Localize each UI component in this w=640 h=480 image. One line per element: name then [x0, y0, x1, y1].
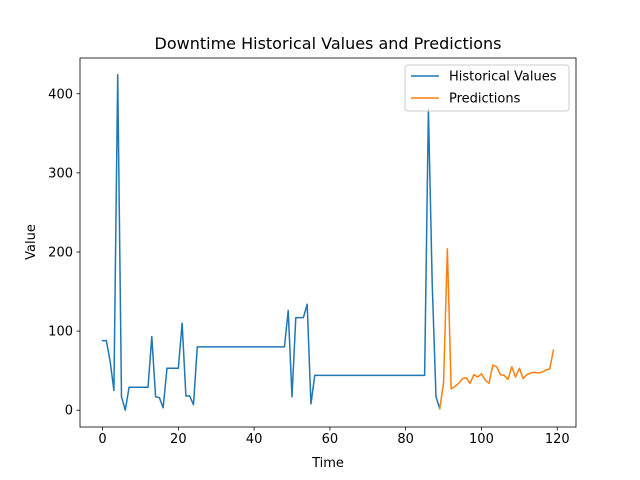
x-tick-label: 20 — [170, 432, 187, 447]
y-tick-label: 100 — [48, 325, 73, 340]
plot-area — [101, 74, 555, 411]
y-tick-label: 200 — [48, 245, 73, 260]
axes: 0 20 40 60 80 100 120 0 100 200 300 400 — [48, 57, 577, 447]
axes-frame — [79, 57, 577, 428]
chart-title: Downtime Historical Values and Predictio… — [155, 34, 502, 53]
y-axis-label: Value — [24, 224, 39, 260]
x-tick-label: 120 — [545, 432, 570, 447]
series-line-1 — [101, 74, 441, 411]
x-axis-label: Time — [311, 456, 344, 471]
y-tick-label: 300 — [48, 166, 73, 181]
x-tick-label: 40 — [246, 432, 263, 447]
y-tick-label: 0 — [65, 404, 73, 419]
legend: Historical Values Predictions — [404, 64, 570, 112]
x-tick-label: 80 — [397, 432, 414, 447]
x-tick-label: 0 — [98, 432, 106, 447]
legend-label-2: Predictions — [449, 92, 521, 107]
legend-box — [404, 64, 570, 112]
legend-label-1: Historical Values — [449, 70, 557, 85]
x-tick-label: 100 — [469, 432, 494, 447]
x-tick-label: 60 — [322, 432, 339, 447]
series-line-2 — [438, 248, 555, 410]
y-tick-label: 400 — [48, 87, 73, 102]
